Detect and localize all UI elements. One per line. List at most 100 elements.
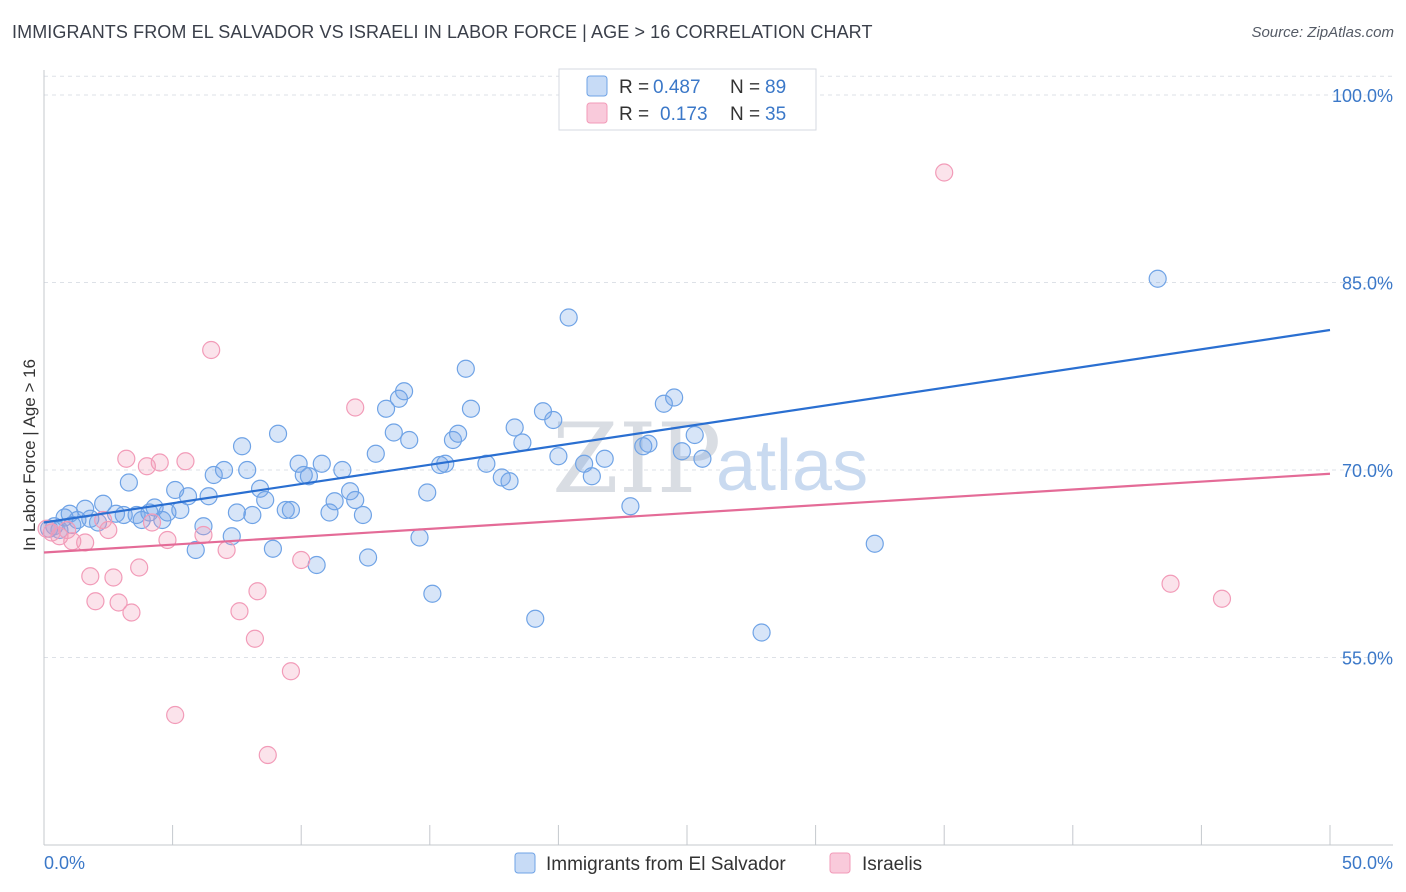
point-el-salvador: [214, 460, 234, 480]
bottom-legend-swatch-pink: [829, 852, 851, 874]
trend-line-israelis: [43, 472, 1331, 554]
point-el-salvador: [204, 465, 223, 485]
legend: R = 0.487 N = 89 R = 0.173 N = 35: [558, 68, 817, 131]
point-el-salvador: [752, 623, 771, 642]
point-el-salvador: [232, 437, 252, 456]
point-el-salvador: [461, 399, 481, 418]
point-el-salvador: [243, 505, 262, 525]
point-el-salvador: [410, 528, 429, 547]
point-el-salvador: [1148, 269, 1167, 288]
point-el-salvador: [448, 424, 468, 443]
watermark-zip: ZIP: [552, 403, 721, 515]
point-israelis: [117, 449, 136, 468]
point-el-salvador: [94, 494, 113, 513]
point-el-salvador: [268, 424, 288, 443]
point-el-salvador: [358, 548, 378, 567]
point-el-salvador: [227, 503, 246, 522]
trend-lines: [43, 328, 1331, 554]
point-el-salvador: [865, 534, 884, 553]
point-el-salvador: [340, 482, 360, 501]
point-israelis: [122, 603, 141, 622]
y-tick-label: 100.0%: [1332, 86, 1393, 106]
legend-n-label-2: N =: [730, 104, 760, 125]
legend-r-label-2: R =: [619, 104, 649, 125]
point-el-salvador: [63, 515, 82, 535]
point-israelis: [194, 525, 213, 545]
point-el-salvador: [186, 540, 205, 560]
y-tick-label: 55.0%: [1342, 649, 1393, 669]
point-el-salvador: [384, 423, 403, 442]
point-israelis: [130, 558, 149, 577]
point-el-salvador: [423, 584, 442, 603]
point-el-salvador: [119, 473, 138, 492]
point-el-salvador: [639, 434, 658, 453]
data-points: [37, 163, 1232, 765]
point-israelis: [166, 705, 185, 725]
point-el-salvador: [346, 490, 365, 510]
point-israelis: [202, 340, 221, 360]
point-el-salvador: [549, 447, 568, 466]
x-tick-label-max: 50.0%: [1342, 853, 1393, 873]
point-israelis: [248, 582, 267, 601]
point-israelis: [217, 540, 236, 560]
x-tick-label-min: 0.0%: [44, 853, 85, 873]
point-israelis: [142, 513, 162, 532]
point-el-salvador: [394, 382, 414, 401]
point-el-salvador: [320, 503, 339, 522]
point-israelis: [176, 452, 195, 471]
legend-swatch-blue: [586, 75, 608, 97]
point-el-salvador: [256, 490, 275, 510]
legend-n-value-2: 35: [765, 104, 786, 125]
point-el-salvador: [276, 500, 295, 520]
point-el-salvador: [299, 467, 319, 486]
point-el-salvador: [693, 449, 712, 468]
point-el-salvador: [456, 359, 475, 378]
point-el-salvador: [418, 483, 437, 502]
point-el-salvador: [513, 433, 532, 452]
point-israelis: [81, 567, 100, 586]
point-israelis: [1212, 589, 1232, 608]
point-el-salvador: [582, 467, 601, 486]
legend-n-value-1: 89: [765, 77, 786, 98]
bottom-legend-swatch-blue: [514, 852, 536, 874]
point-el-salvador: [621, 497, 640, 516]
point-israelis: [76, 533, 95, 552]
point-el-salvador: [312, 454, 331, 473]
point-el-salvador: [400, 430, 419, 450]
source-credit: Source: ZipAtlas.com: [1251, 24, 1394, 41]
watermark-atlas: atlas: [716, 426, 868, 506]
chart-title: IMMIGRANTS FROM EL SALVADOR VS ISRAELI I…: [12, 22, 873, 42]
bottom-legend: Immigrants from El Salvador Israelis: [514, 852, 922, 875]
point-israelis: [258, 745, 277, 765]
trend-line-el-salvador: [43, 328, 1331, 524]
y-axis-label: In Labor Force | Age > 16: [20, 359, 39, 551]
point-israelis: [245, 629, 265, 648]
point-el-salvador: [289, 454, 308, 473]
point-israelis: [99, 520, 118, 540]
point-el-salvador: [665, 388, 684, 407]
point-israelis: [150, 453, 169, 472]
point-israelis: [230, 602, 249, 621]
legend-n-label-1: N =: [730, 77, 760, 98]
point-el-salvador: [307, 555, 326, 575]
bottom-legend-label-2: Israelis: [862, 854, 922, 875]
gridlines: [44, 75, 1393, 658]
point-israelis: [346, 398, 365, 417]
point-israelis: [292, 550, 311, 570]
legend-swatch-pink: [586, 102, 608, 124]
point-el-salvador: [353, 505, 373, 525]
axes: [43, 70, 1393, 846]
point-el-salvador: [505, 418, 524, 437]
bottom-legend-label-1: Immigrants from El Salvador: [546, 854, 786, 875]
y-tick-label: 70.0%: [1342, 461, 1393, 481]
point-el-salvador: [325, 492, 344, 511]
legend-r-value-1: 0.487: [653, 77, 701, 98]
point-el-salvador: [544, 410, 563, 430]
point-israelis: [935, 163, 954, 182]
point-el-salvador: [672, 442, 691, 461]
point-el-salvador: [263, 539, 283, 558]
point-el-salvador: [654, 394, 673, 413]
point-israelis: [281, 662, 301, 681]
point-el-salvador: [238, 460, 257, 480]
